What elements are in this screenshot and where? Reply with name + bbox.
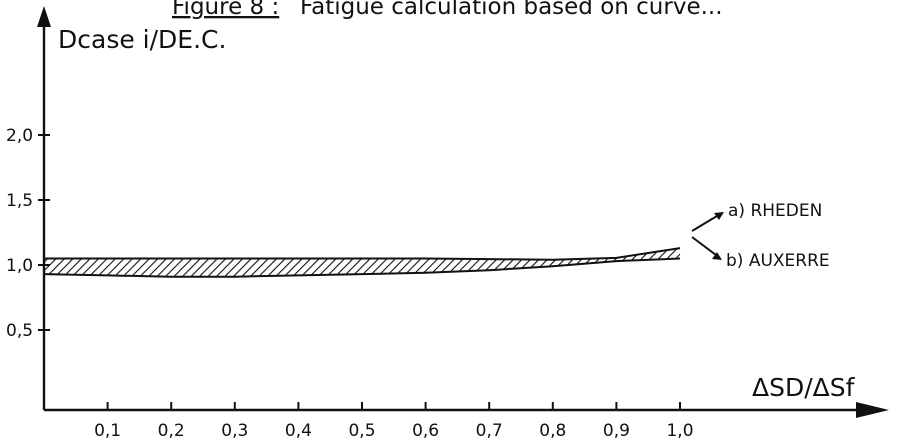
x-ticks: 0,1 0,2 0,3 0,4 0,5 0,6 0,7 0,8 0,9 1,0 <box>94 402 694 441</box>
figure-caption-text: Fatigue calculation based on curve... <box>300 0 723 20</box>
y-ticks: 0,5 1,0 1,5 2,0 <box>6 126 50 341</box>
series-line-auxerre <box>43 257 681 278</box>
series-line-rheden <box>44 247 681 261</box>
legend-arrow-rheden-head <box>714 212 724 220</box>
y-axis-label: Dcase i/DE.C. <box>58 25 226 54</box>
x-tick-label: 0,4 <box>285 421 312 441</box>
y-tick-label: 2,0 <box>6 126 33 146</box>
x-tick-label: 1,0 <box>666 421 693 441</box>
legend-arrow-auxerre-head <box>712 252 722 260</box>
legend-label-rheden: a) RHEDEN <box>728 201 822 221</box>
x-tick-label: 0,1 <box>94 421 121 441</box>
x-tick-label: 0,5 <box>348 421 375 441</box>
y-tick-label: 1,5 <box>6 191 33 211</box>
x-tick-label: 0,7 <box>476 421 503 441</box>
y-tick-label: 0,5 <box>6 321 33 341</box>
hatched-band <box>44 248 680 277</box>
x-axis-arrow <box>856 402 889 418</box>
x-tick-label: 0,3 <box>221 421 248 441</box>
y-tick-label: 1,0 <box>6 256 33 276</box>
legend-label-auxerre: b) AUXERRE <box>726 251 830 271</box>
figure-caption-prefix: Figure 8 : <box>172 0 279 20</box>
x-axis-label: ΔSD/ΔSf <box>752 373 856 402</box>
x-tick-label: 0,9 <box>603 421 630 441</box>
x-tick-label: 0,6 <box>412 421 439 441</box>
x-tick-label: 0,2 <box>158 421 185 441</box>
x-tick-label: 0,8 <box>539 421 566 441</box>
y-axis-arrow <box>37 6 51 27</box>
